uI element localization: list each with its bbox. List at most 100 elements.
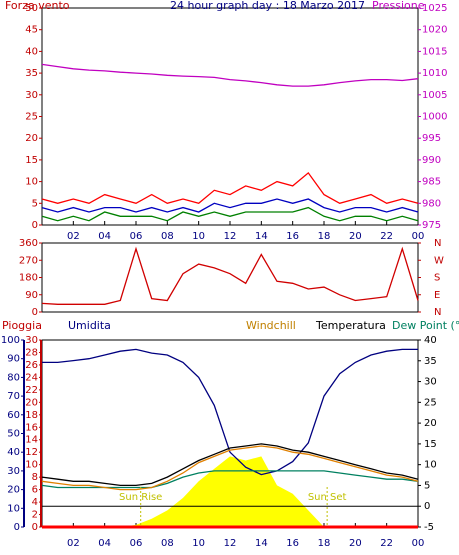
y-tick-label: 20 bbox=[25, 133, 38, 144]
rain-tick-label: 18 bbox=[25, 410, 38, 421]
x-tick-label: 16 bbox=[286, 231, 299, 242]
y2-tick-label: 20 bbox=[424, 418, 437, 429]
y2-tick-label: N bbox=[434, 238, 441, 249]
y2-tick-label: 1010 bbox=[422, 68, 447, 79]
y2-tick-label: 1015 bbox=[422, 46, 447, 57]
y2-tick-label: 985 bbox=[422, 177, 441, 188]
rain-tick-label: 0 bbox=[32, 522, 38, 533]
y-tick-label: 60 bbox=[7, 410, 20, 421]
rain-tick-label: 14 bbox=[25, 435, 38, 446]
y-tick-label: 30 bbox=[7, 466, 20, 477]
header: Dew Point (°C bbox=[392, 319, 459, 332]
y-tick-label: 0 bbox=[32, 220, 38, 231]
x-tick-label: 18 bbox=[318, 538, 331, 549]
header: Forza vento bbox=[5, 0, 70, 12]
y2-tick-label: 25 bbox=[424, 397, 437, 408]
y-tick-label: 0 bbox=[14, 522, 20, 533]
y-tick-label: 70 bbox=[7, 391, 20, 402]
x-tick-label: 06 bbox=[130, 538, 143, 549]
y2-tick-label: 10 bbox=[424, 460, 437, 471]
x-tick-label: 02 bbox=[67, 231, 80, 242]
y2-tick-label: -5 bbox=[424, 522, 434, 533]
y-tick-label: 360 bbox=[19, 238, 38, 249]
y-tick-label: 40 bbox=[7, 447, 20, 458]
rain-tick-label: 24 bbox=[25, 372, 38, 383]
x-tick-label: 22 bbox=[380, 231, 393, 242]
y-tick-label: 80 bbox=[7, 372, 20, 383]
x-tick-label: 18 bbox=[318, 231, 331, 242]
series-line bbox=[41, 171, 419, 205]
y-tick-label: 100 bbox=[1, 335, 20, 346]
y2-tick-label: W bbox=[434, 255, 444, 266]
plot-frame bbox=[41, 7, 419, 226]
x-tick-label: 20 bbox=[349, 538, 362, 549]
y-tick-label: 20 bbox=[7, 485, 20, 496]
x-tick-label: 14 bbox=[255, 538, 268, 549]
x-tick-label: 08 bbox=[161, 538, 174, 549]
x-tick-label: 04 bbox=[98, 538, 111, 549]
y2-tick-label: 975 bbox=[422, 220, 441, 231]
y2-tick-label: 1020 bbox=[422, 25, 447, 36]
rain-tick-label: 22 bbox=[25, 385, 38, 396]
y-tick-label: 40 bbox=[25, 46, 38, 57]
x-tick-label: 14 bbox=[255, 231, 268, 242]
y-tick-label: 0 bbox=[32, 307, 38, 318]
y2-tick-label: 1025 bbox=[422, 3, 447, 14]
y2-tick-label: 0 bbox=[424, 501, 430, 512]
annotation: Sun Set bbox=[308, 492, 347, 503]
x-tick-label: 22 bbox=[380, 538, 393, 549]
y2-tick-label: 15 bbox=[424, 439, 437, 450]
x-tick-label: 02 bbox=[67, 538, 80, 549]
x-tick-label: 12 bbox=[224, 538, 237, 549]
y2-tick-label: S bbox=[434, 273, 440, 284]
y2-tick-label: 5 bbox=[424, 480, 430, 491]
x-tick-label: 10 bbox=[192, 538, 205, 549]
series-line bbox=[41, 63, 419, 87]
y-tick-label: 90 bbox=[25, 290, 38, 301]
y2-tick-label: E bbox=[434, 290, 440, 301]
series-line bbox=[41, 246, 419, 305]
y2-tick-label: 980 bbox=[422, 198, 441, 209]
header: Windchill bbox=[246, 319, 296, 332]
y-tick-label: 45 bbox=[25, 25, 38, 36]
rain-tick-label: 16 bbox=[25, 422, 38, 433]
series-line bbox=[41, 198, 419, 213]
y2-tick-label: 995 bbox=[422, 133, 441, 144]
x-tick-label: 10 bbox=[192, 231, 205, 242]
y2-tick-label: 990 bbox=[422, 155, 441, 166]
x-tick-label: 00 bbox=[412, 538, 425, 549]
y2-tick-label: 35 bbox=[424, 356, 437, 367]
y2-tick-label: 1000 bbox=[422, 112, 447, 123]
x-tick-label: 08 bbox=[161, 231, 174, 242]
y2-tick-label: 30 bbox=[424, 377, 437, 388]
rain-tick-label: 26 bbox=[25, 360, 38, 371]
y-tick-label: 180 bbox=[19, 273, 38, 284]
y2-tick-label: N bbox=[434, 307, 441, 318]
area bbox=[42, 456, 418, 527]
series-line bbox=[42, 348, 418, 476]
rain-tick-label: 30 bbox=[25, 335, 38, 346]
y-tick-label: 50 bbox=[7, 429, 20, 440]
x-tick-label: 12 bbox=[224, 231, 237, 242]
header: 24 hour graph day : 18 Marzo 2017 bbox=[170, 0, 365, 12]
rain-tick-label: 2 bbox=[32, 510, 38, 521]
series-line bbox=[41, 206, 419, 222]
rain-tick-label: 28 bbox=[25, 347, 38, 358]
y-tick-label: 10 bbox=[7, 503, 20, 514]
y-tick-label: 15 bbox=[25, 155, 38, 166]
x-tick-label: 00 bbox=[412, 231, 425, 242]
rain-tick-label: 10 bbox=[25, 460, 38, 471]
plot-frame bbox=[41, 242, 419, 313]
header: Pioggia bbox=[2, 319, 42, 332]
header: Umidita bbox=[68, 319, 111, 332]
rain-tick-label: 12 bbox=[25, 447, 38, 458]
y-tick-label: 35 bbox=[25, 68, 38, 79]
series-line bbox=[41, 443, 419, 487]
y-tick-label: 90 bbox=[7, 354, 20, 365]
y-tick-label: 50 bbox=[25, 3, 38, 14]
rain-tick-label: 20 bbox=[25, 397, 38, 408]
header: Temperatura bbox=[315, 319, 386, 332]
series-line bbox=[41, 445, 419, 491]
y2-tick-label: 1005 bbox=[422, 90, 447, 101]
